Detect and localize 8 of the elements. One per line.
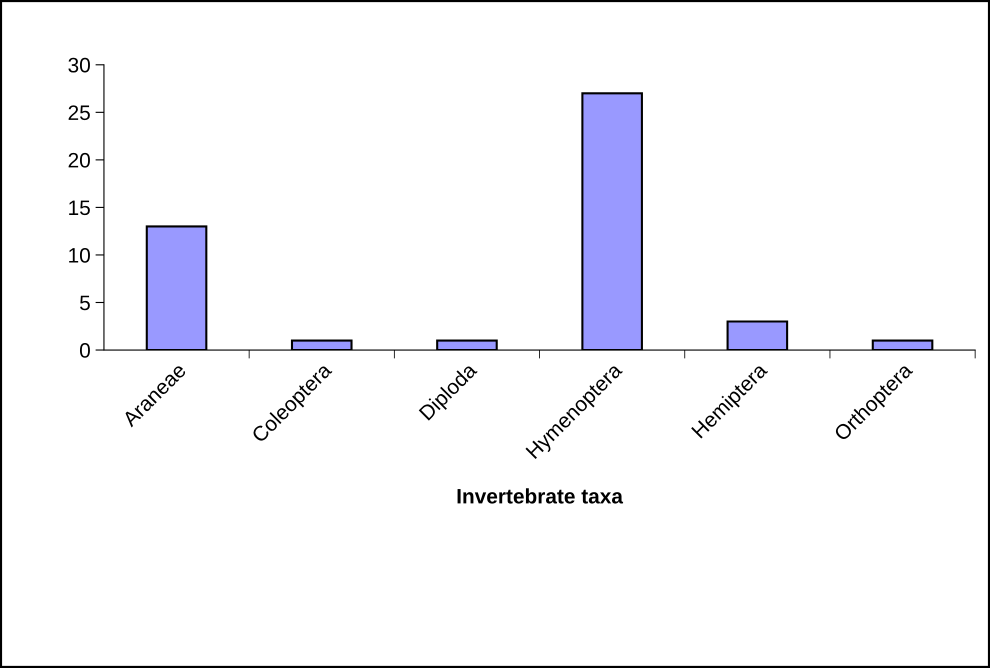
y-tick-label: 0 [80, 343, 90, 358]
y-tick-label: 20 [68, 152, 90, 168]
y-tick-label: 30 [68, 58, 90, 73]
y-tick-label: 15 [69, 200, 90, 216]
y-tick-label: 10 [69, 248, 90, 263]
y-tick-label: 5 [80, 296, 90, 310]
x-axis-title: Invertebrate taxa [458, 488, 624, 504]
y-tick-label: 25 [68, 105, 90, 120]
